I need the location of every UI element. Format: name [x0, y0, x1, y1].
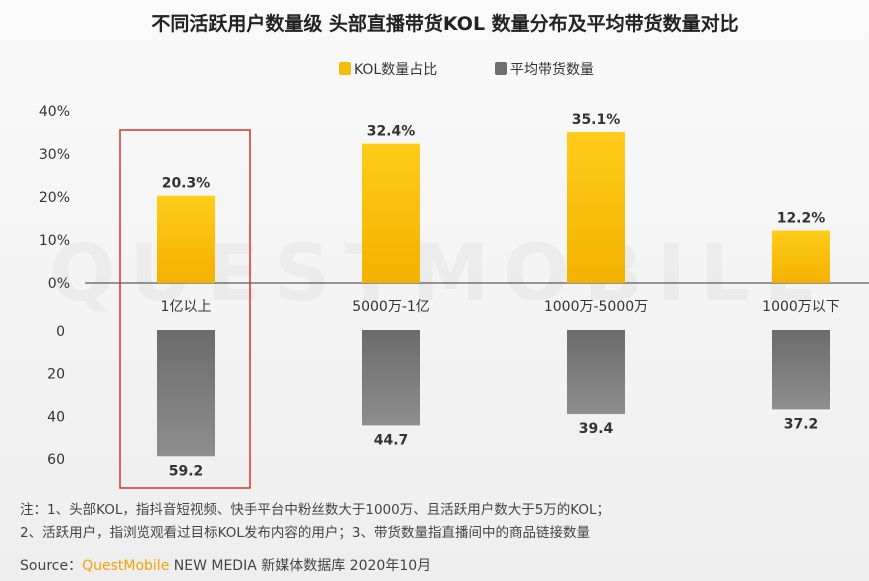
top-axis-tick: 30%	[39, 147, 70, 163]
legend-label-avg: 平均带货数量	[510, 61, 594, 78]
avg-bar	[567, 330, 625, 415]
kol-data-label: 20.3%	[162, 176, 211, 192]
kol-bar	[157, 195, 215, 283]
kol-bar	[772, 230, 830, 283]
avg-data-label: 59.2	[169, 463, 204, 479]
legend: KOL数量占比 平均带货数量	[339, 61, 594, 78]
avg-data-label: 37.2	[784, 416, 819, 432]
avg-data-label: 44.7	[374, 432, 409, 448]
avg-data-label: 39.4	[579, 421, 614, 437]
category-label: 1000万以下	[762, 299, 840, 315]
bottom-axis-tick: 20	[47, 367, 65, 383]
top-axis-tick: 0%	[48, 276, 70, 292]
source: Source：QuestMobile NEW MEDIA 新媒体数据库 2020…	[20, 555, 431, 575]
avg-bar	[157, 330, 215, 457]
kol-bar	[567, 132, 625, 283]
kol-bar	[362, 143, 420, 283]
note-line-1: 注：1、头部KOL，指抖音短视频、快手平台中粉丝数大于1000万、且活跃用户数大…	[20, 502, 611, 518]
avg-bar	[362, 330, 420, 426]
legend-swatch-kol	[339, 62, 351, 75]
legend-label-kol: KOL数量占比	[354, 62, 437, 78]
category-label: 1000万-5000万	[544, 299, 648, 315]
bottom-axis-tick: 60	[47, 452, 65, 468]
source-prefix: Source：	[20, 558, 83, 574]
bottom-axis-tick: 40	[47, 409, 65, 425]
highlight-box	[119, 129, 251, 489]
avg-bar	[772, 330, 830, 410]
top-axis-tick: 40%	[39, 104, 70, 120]
chart-title: 不同活跃用户数量级 头部直播带货KOL 数量分布及平均带货数量对比	[151, 12, 738, 35]
top-axis-tick: 20%	[39, 190, 70, 206]
category-label: 1亿以上	[161, 299, 212, 315]
top-axis-tick: 10%	[39, 233, 70, 249]
bottom-axis-tick: 0	[56, 324, 65, 340]
kol-data-label: 12.2%	[777, 211, 826, 227]
legend-swatch-avg	[495, 62, 507, 75]
kol-data-label: 35.1%	[572, 112, 621, 128]
note-line-2: 2、活跃用户，指浏览观看过目标KOL发布内容的用户；3、带货数量指直播间中的商品…	[20, 525, 590, 541]
source-rest: NEW MEDIA 新媒体数据库 2020年10月	[169, 558, 432, 574]
source-brand: QuestMobile	[82, 558, 170, 574]
kol-data-label: 32.4%	[367, 124, 416, 140]
category-label: 5000万-1亿	[352, 299, 430, 315]
